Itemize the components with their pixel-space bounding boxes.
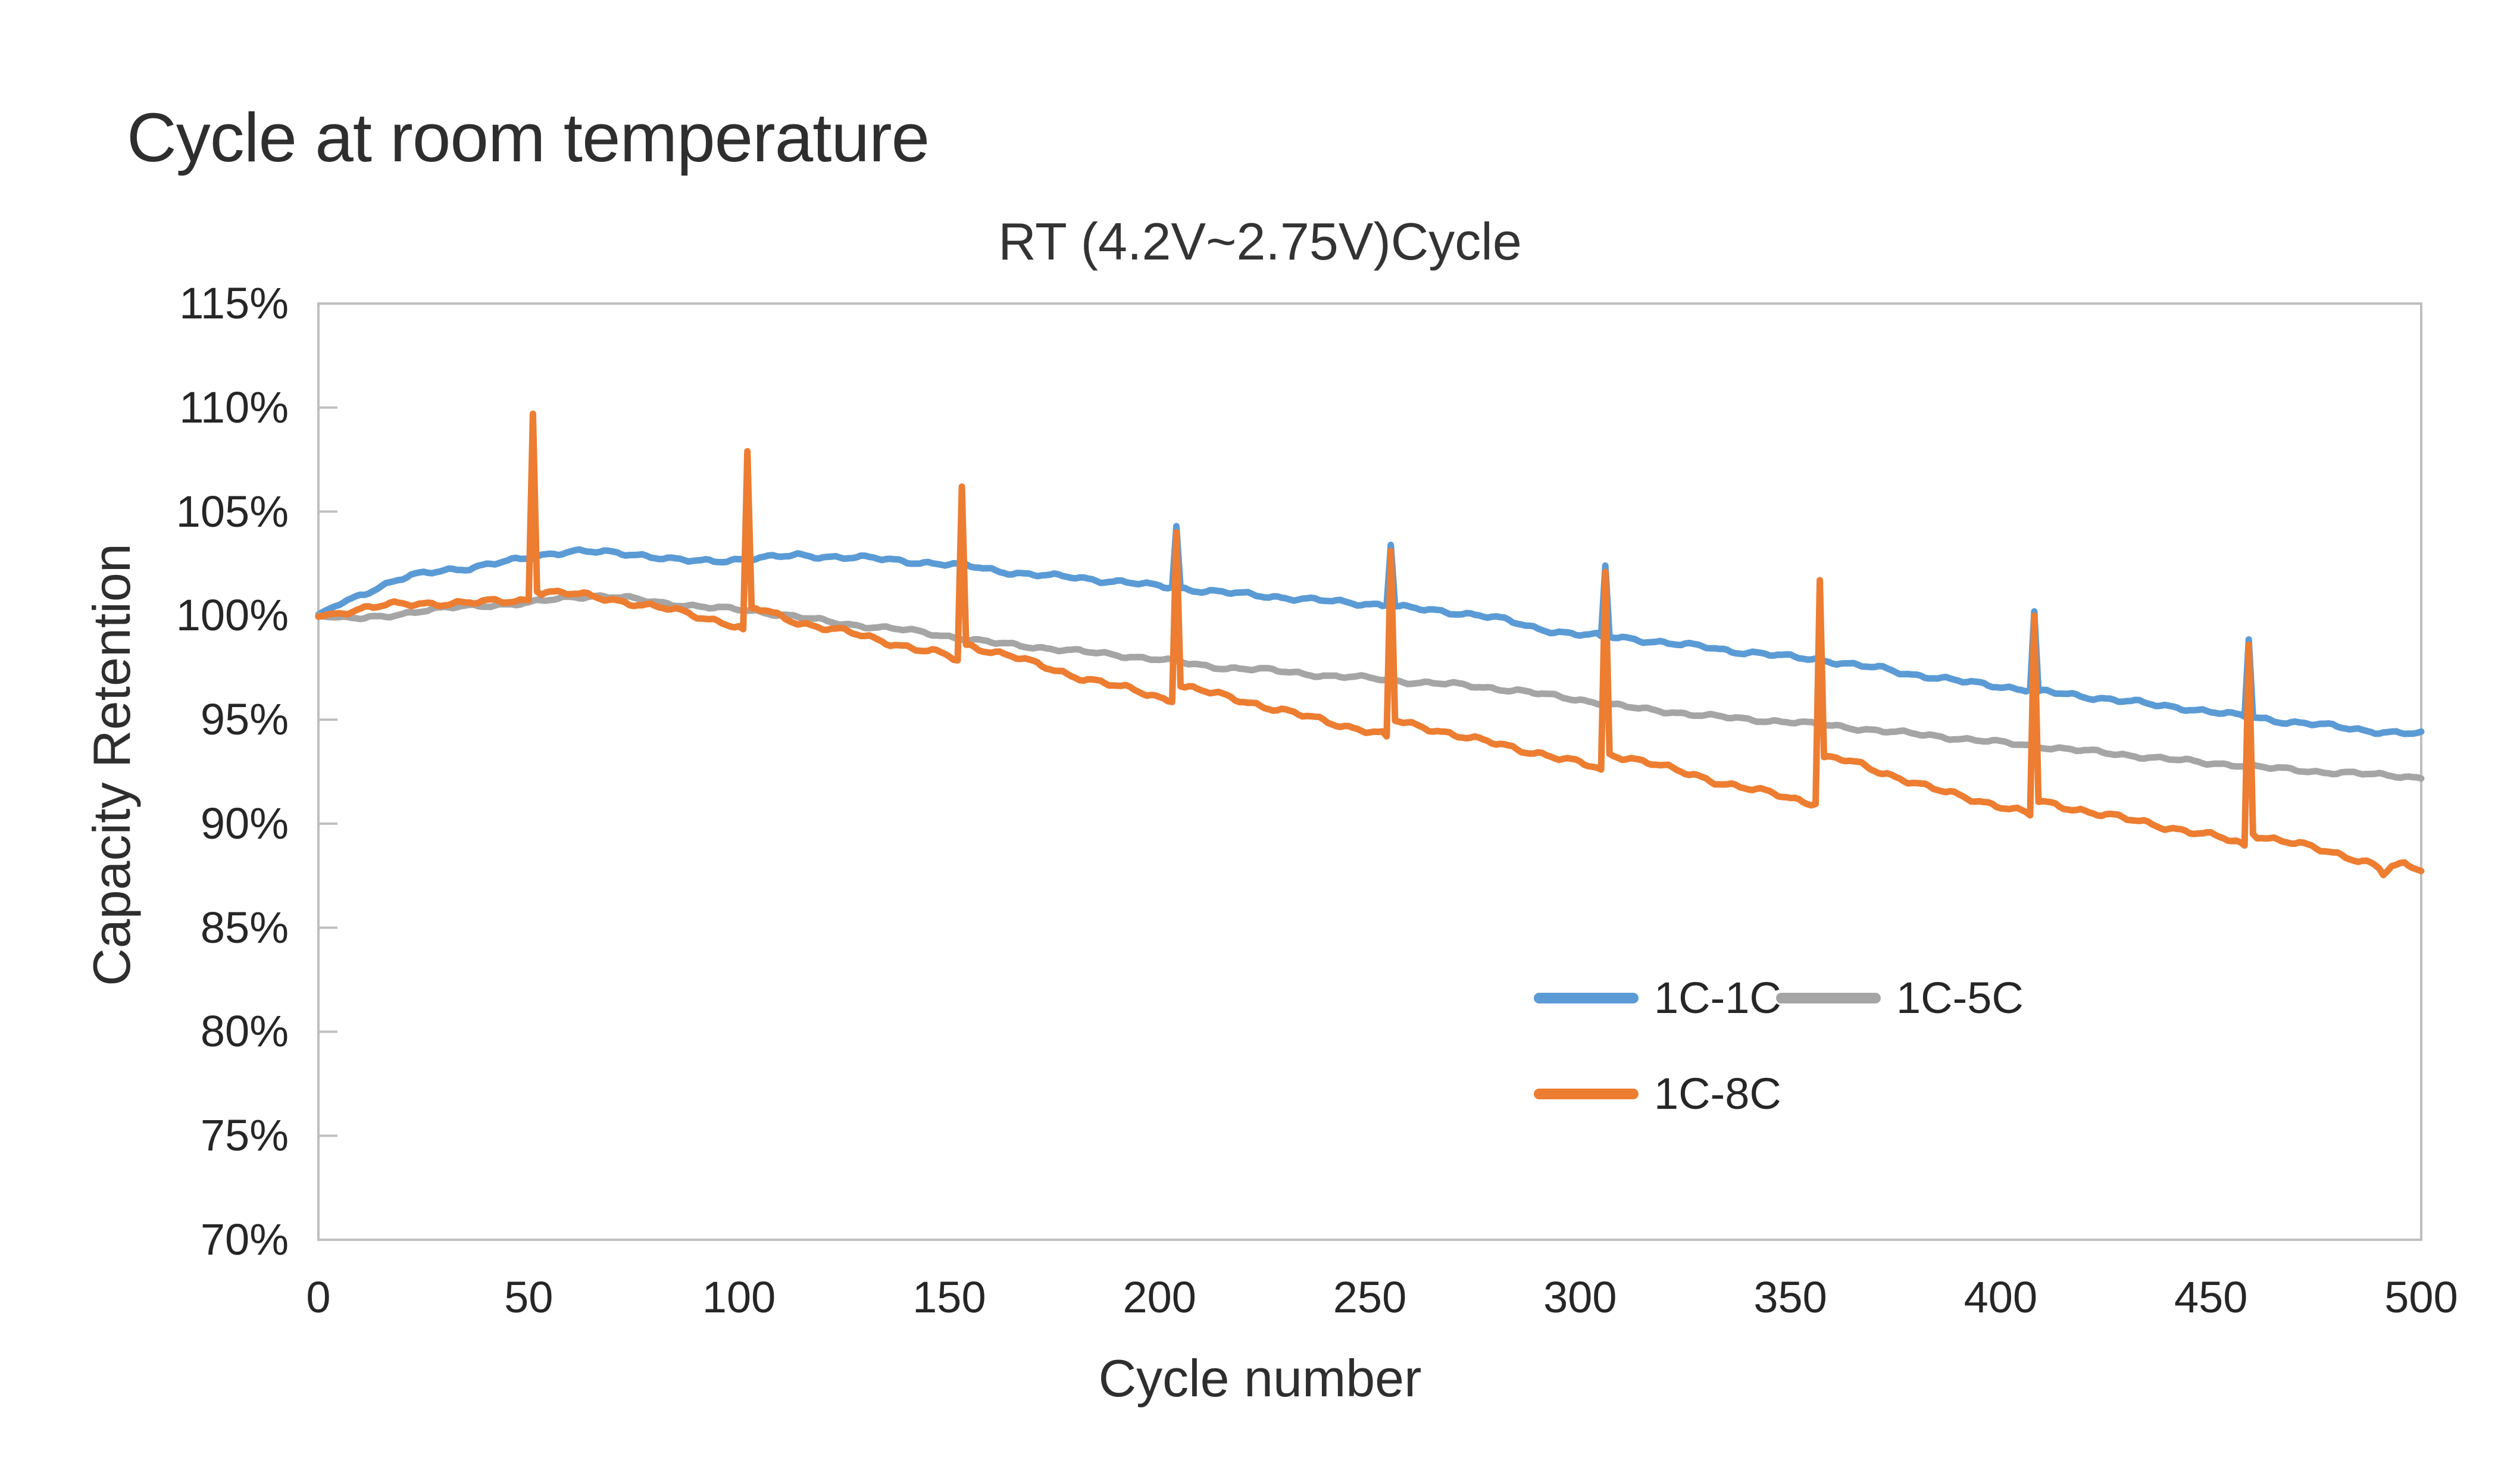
y-axis-ticks bbox=[318, 406, 337, 1137]
x-tick-label: 500 bbox=[2384, 1272, 2458, 1322]
x-tick-label: 50 bbox=[504, 1272, 554, 1322]
series-line-1c-8c bbox=[315, 410, 2425, 878]
legend-swatch-1c-1c bbox=[1534, 993, 1639, 1003]
legend-item-1c-5c: 1C-5C bbox=[1776, 971, 2024, 1025]
x-tick-label: 200 bbox=[1123, 1272, 1196, 1322]
y-tick-label: 100% bbox=[176, 590, 289, 640]
y-tick-label: 80% bbox=[200, 1006, 289, 1056]
x-tick-label: 450 bbox=[2174, 1272, 2248, 1322]
y-tick-label: 115% bbox=[179, 279, 289, 328]
series-lines bbox=[315, 410, 2425, 878]
legend-label: 1C-8C bbox=[1654, 1069, 1781, 1118]
legend-item-1c-1c: 1C-1C bbox=[1534, 971, 1781, 1025]
legend-swatch-1c-8c bbox=[1534, 1089, 1639, 1099]
y-tick-label: 85% bbox=[200, 902, 289, 952]
x-tick-label: 150 bbox=[912, 1272, 986, 1322]
plot-subtitle: RT (4.2V~2.75V)Cycle bbox=[998, 212, 1522, 271]
legend-swatch-1c-5c bbox=[1776, 993, 1881, 1003]
x-tick-label: 100 bbox=[702, 1272, 776, 1322]
chart-title: Cycle at room temperature bbox=[127, 99, 930, 176]
y-tick-label: 90% bbox=[200, 798, 289, 848]
legend-label: 1C-1C bbox=[1654, 973, 1781, 1023]
legend-item-1c-8c: 1C-8C bbox=[1534, 1067, 1781, 1121]
series-line-1c-5c bbox=[315, 592, 2425, 782]
x-tick-label: 0 bbox=[306, 1272, 331, 1322]
x-tick-label: 350 bbox=[1753, 1272, 1827, 1322]
x-tick-label: 400 bbox=[1964, 1272, 2038, 1322]
legend-label: 1C-5C bbox=[1896, 973, 2024, 1023]
y-tick-label: 75% bbox=[200, 1111, 289, 1161]
x-axis-title: Cycle number bbox=[1098, 1349, 1422, 1408]
y-tick-label: 110% bbox=[179, 382, 289, 432]
x-tick-label: 300 bbox=[1543, 1272, 1617, 1322]
series-line-1c-1c bbox=[315, 523, 2425, 737]
plot-frame bbox=[317, 302, 2422, 1241]
y-tick-label: 105% bbox=[176, 486, 289, 536]
y-tick-label: 95% bbox=[200, 695, 289, 745]
x-tick-label: 250 bbox=[1333, 1272, 1407, 1322]
y-tick-label: 70% bbox=[200, 1215, 289, 1264]
